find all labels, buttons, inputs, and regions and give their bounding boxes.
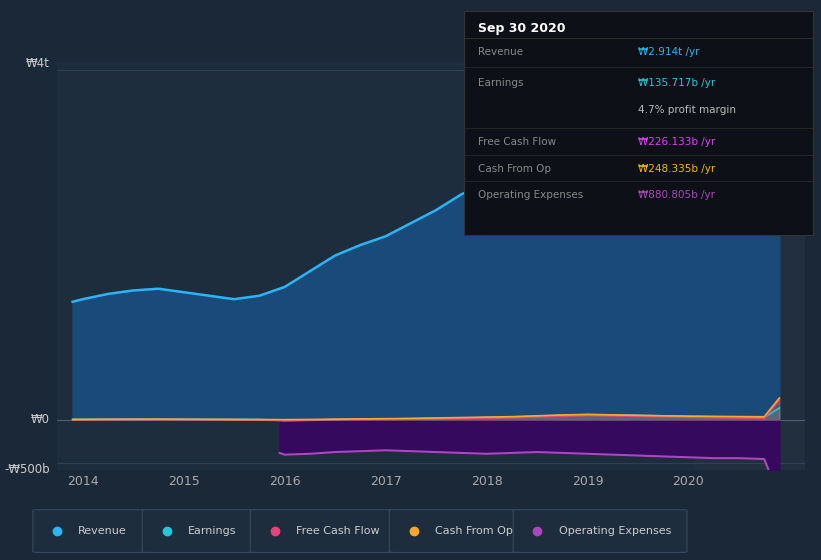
Text: ₩4t: ₩4t [26, 57, 50, 71]
Text: -₩500b: -₩500b [4, 464, 50, 477]
FancyBboxPatch shape [513, 510, 687, 553]
Text: 4.7% profit margin: 4.7% profit margin [639, 105, 736, 115]
Text: ₩0: ₩0 [31, 413, 50, 426]
Text: Earnings: Earnings [188, 526, 236, 535]
Text: Cash From Op: Cash From Op [478, 164, 551, 174]
FancyBboxPatch shape [250, 510, 397, 553]
FancyBboxPatch shape [142, 510, 259, 553]
Text: ₩248.335b /yr: ₩248.335b /yr [639, 164, 716, 174]
Text: Sep 30 2020: Sep 30 2020 [478, 22, 566, 35]
FancyBboxPatch shape [389, 510, 521, 553]
Text: Operating Expenses: Operating Expenses [558, 526, 671, 535]
Text: Free Cash Flow: Free Cash Flow [296, 526, 379, 535]
Text: Cash From Op: Cash From Op [434, 526, 512, 535]
Text: Earnings: Earnings [478, 78, 523, 88]
Text: Operating Expenses: Operating Expenses [478, 190, 583, 200]
Text: ₩2.914t /yr: ₩2.914t /yr [639, 47, 699, 57]
Text: Revenue: Revenue [78, 526, 127, 535]
Bar [694, 62, 805, 470]
Text: Revenue: Revenue [478, 47, 523, 57]
Text: ₩880.805b /yr: ₩880.805b /yr [639, 190, 715, 200]
Text: ₩135.717b /yr: ₩135.717b /yr [639, 78, 716, 88]
Text: ₩226.133b /yr: ₩226.133b /yr [639, 137, 716, 147]
FancyBboxPatch shape [33, 510, 150, 553]
Text: Free Cash Flow: Free Cash Flow [478, 137, 556, 147]
